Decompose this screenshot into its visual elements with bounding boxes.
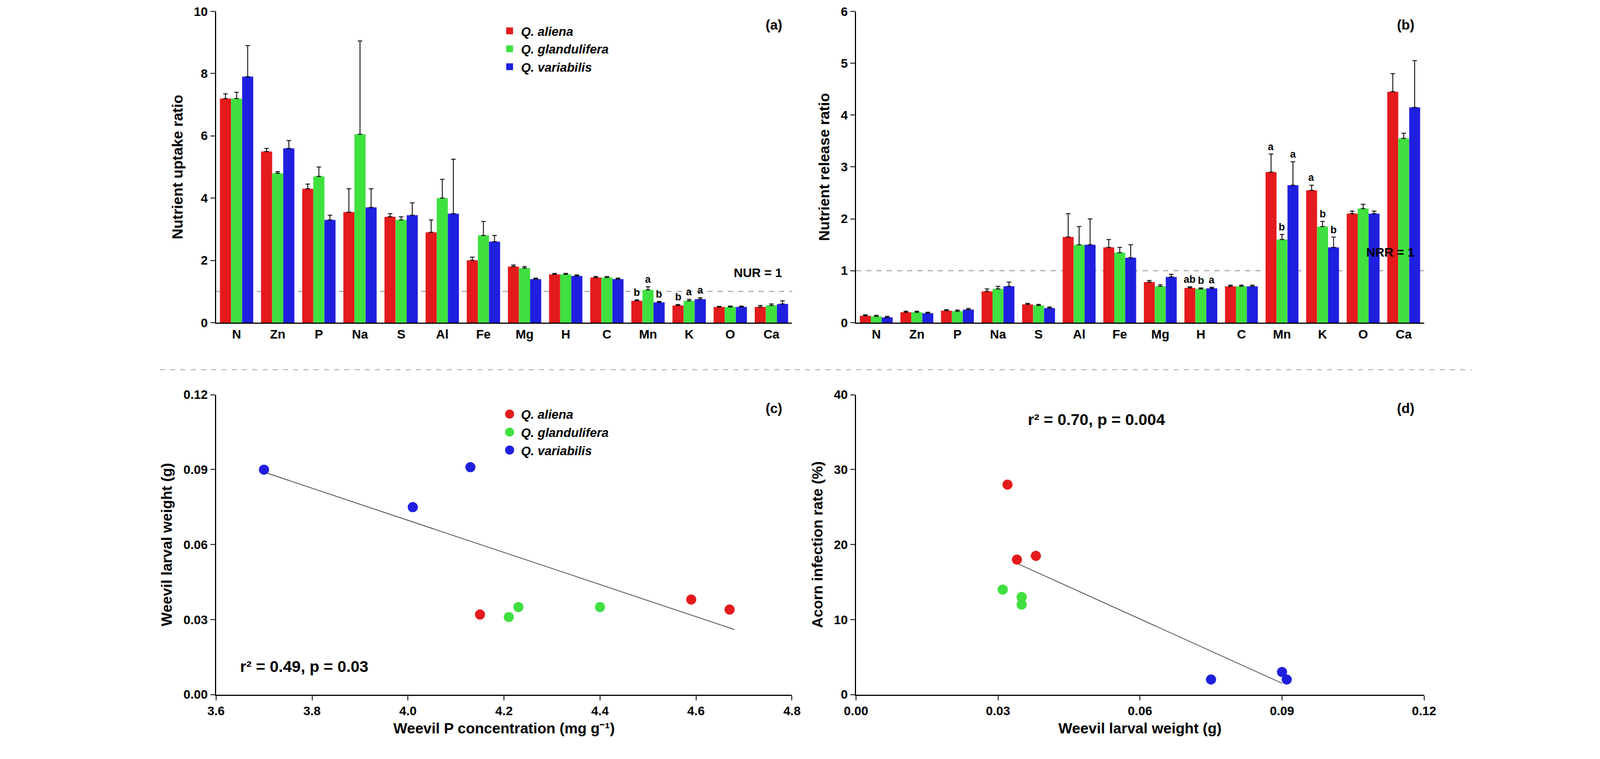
svg-text:0.00: 0.00 [183, 687, 209, 702]
svg-text:(a): (a) [765, 17, 783, 33]
svg-text:C: C [1237, 327, 1247, 342]
svg-text:0.12: 0.12 [1411, 703, 1437, 718]
svg-text:Mn: Mn [1272, 327, 1292, 342]
svg-text:NRR = 1: NRR = 1 [1366, 245, 1415, 260]
svg-text:Q. variabilis: Q. variabilis [521, 60, 593, 75]
svg-text:0.09: 0.09 [183, 462, 209, 477]
svg-text:0: 0 [840, 687, 848, 702]
svg-text:Al: Al [1072, 327, 1086, 342]
svg-text:1: 1 [840, 263, 848, 278]
svg-text:Q. variabilis: Q. variabilis [521, 443, 593, 458]
svg-text:a: a [645, 273, 652, 285]
svg-text:4.8: 4.8 [783, 703, 801, 718]
svg-text:0.00: 0.00 [844, 703, 869, 718]
svg-text:30: 30 [833, 462, 848, 477]
svg-text:4: 4 [200, 191, 209, 206]
svg-text:0.03: 0.03 [985, 703, 1011, 718]
svg-text:10: 10 [833, 612, 848, 627]
svg-text:b: b [1330, 224, 1337, 236]
svg-text:N: N [871, 327, 882, 342]
svg-text:6: 6 [200, 128, 208, 143]
svg-text:N: N [232, 327, 242, 342]
svg-text:0.03: 0.03 [183, 612, 209, 627]
svg-text:O: O [725, 327, 735, 342]
svg-text:4.4: 4.4 [591, 703, 610, 718]
svg-text:O: O [1358, 327, 1368, 342]
svg-text:0.06: 0.06 [183, 537, 209, 552]
svg-text:0.12: 0.12 [183, 387, 209, 402]
svg-text:10: 10 [193, 4, 208, 19]
svg-text:0: 0 [840, 315, 848, 330]
svg-text:4.0: 4.0 [399, 703, 417, 718]
svg-text:Q. aliena: Q. aliena [521, 24, 574, 39]
svg-text:40: 40 [833, 387, 848, 402]
svg-text:b: b [675, 291, 682, 303]
svg-text:3.8: 3.8 [303, 703, 321, 718]
svg-text:P: P [314, 327, 324, 342]
svg-text:Mg: Mg [1151, 327, 1170, 342]
svg-text:Na: Na [990, 327, 1007, 342]
svg-text:2: 2 [840, 211, 848, 226]
svg-text:H: H [561, 327, 571, 342]
svg-text:6: 6 [840, 4, 848, 19]
svg-text:Weevil larval weight (g): Weevil larval weight (g) [1058, 719, 1222, 737]
svg-text:8: 8 [200, 66, 208, 81]
svg-text:b: b [633, 286, 640, 299]
svg-text:a: a [697, 284, 704, 296]
svg-text:a: a [1290, 148, 1297, 160]
svg-text:Q. glandulifera: Q. glandulifera [521, 425, 609, 440]
svg-text:Mn: Mn [638, 327, 657, 342]
svg-text:0.06: 0.06 [1127, 703, 1153, 718]
svg-text:Fe: Fe [1112, 327, 1128, 342]
svg-text:Ca: Ca [763, 327, 780, 342]
svg-text:C: C [602, 327, 612, 342]
svg-text:0.09: 0.09 [1270, 703, 1295, 718]
svg-text:S: S [1034, 327, 1044, 342]
svg-text:3.6: 3.6 [207, 703, 225, 718]
svg-text:20: 20 [833, 537, 848, 552]
svg-text:Al: Al [436, 327, 449, 342]
svg-text:S: S [397, 327, 406, 342]
svg-text:(b): (b) [1396, 17, 1415, 33]
svg-text:Nutrient release ratio: Nutrient release ratio [815, 92, 833, 241]
svg-text:Q. glandulifera: Q. glandulifera [521, 42, 609, 57]
svg-text:Zn: Zn [270, 327, 286, 342]
svg-text:(d): (d) [1396, 400, 1415, 416]
svg-text:Weevil larval weight (g): Weevil larval weight (g) [158, 462, 176, 627]
svg-text:a: a [1308, 171, 1315, 184]
svg-text:Acorn infection rate (%): Acorn infection rate (%) [808, 461, 826, 628]
svg-text:b: b [655, 288, 663, 300]
svg-text:Weevil P concentration (mg g⁻¹: Weevil P concentration (mg g⁻¹) [393, 719, 615, 737]
svg-text:a: a [685, 286, 693, 298]
svg-text:r² = 0.49, p = 0.03: r² = 0.49, p = 0.03 [240, 657, 369, 676]
svg-text:b: b [1319, 208, 1326, 220]
svg-text:a: a [1208, 274, 1215, 286]
svg-text:b: b [1197, 274, 1205, 287]
svg-text:r² = 0.70, p = 0.004: r² = 0.70, p = 0.004 [1027, 410, 1166, 429]
svg-text:4.2: 4.2 [495, 703, 514, 718]
svg-text:P: P [953, 327, 962, 342]
svg-text:NUR = 1: NUR = 1 [733, 265, 783, 280]
svg-text:K: K [684, 327, 694, 342]
svg-text:Zn: Zn [908, 327, 925, 342]
svg-text:4: 4 [840, 108, 849, 123]
svg-text:H: H [1196, 327, 1206, 342]
svg-text:a: a [1267, 141, 1275, 153]
svg-text:Fe: Fe [476, 327, 491, 342]
svg-text:3: 3 [840, 159, 848, 175]
svg-text:4.6: 4.6 [687, 703, 705, 718]
svg-text:2: 2 [200, 253, 208, 268]
svg-text:5: 5 [840, 56, 848, 71]
svg-text:Q. aliena: Q. aliena [521, 407, 574, 422]
svg-text:Na: Na [352, 327, 369, 342]
svg-text:b: b [1278, 221, 1285, 233]
svg-text:K: K [1317, 327, 1327, 342]
svg-text:Mg: Mg [515, 327, 534, 342]
svg-text:(c): (c) [765, 400, 783, 416]
svg-text:ab: ab [1183, 273, 1196, 285]
svg-text:Nutrient uptake ratio: Nutrient uptake ratio [168, 94, 186, 239]
svg-text:Ca: Ca [1395, 327, 1413, 342]
svg-text:0: 0 [200, 315, 208, 330]
